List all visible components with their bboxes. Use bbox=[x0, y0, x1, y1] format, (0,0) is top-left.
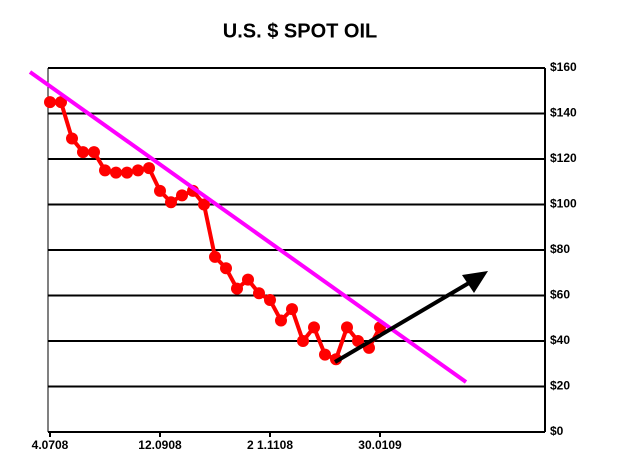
series bbox=[44, 96, 386, 366]
marker bbox=[253, 287, 265, 300]
y-tick-label: $80 bbox=[550, 242, 570, 256]
y-tick-label: $20 bbox=[550, 379, 570, 393]
arrow-head bbox=[462, 271, 488, 293]
marker bbox=[110, 166, 122, 179]
marker bbox=[297, 335, 309, 347]
marker bbox=[286, 303, 298, 316]
line bbox=[50, 100, 382, 362]
y-tick-label: $0 bbox=[550, 424, 564, 438]
arrow-shaft bbox=[333, 278, 476, 364]
y-tick-label: $60 bbox=[550, 288, 570, 302]
marker bbox=[132, 164, 144, 177]
marker bbox=[319, 348, 331, 361]
y-tick-label: $40 bbox=[550, 333, 570, 347]
y-tick-label: $120 bbox=[550, 151, 577, 165]
trend-line bbox=[28, 70, 468, 384]
marker bbox=[264, 294, 276, 307]
marker bbox=[88, 146, 100, 159]
marker bbox=[275, 314, 287, 327]
marker bbox=[66, 132, 78, 145]
marker bbox=[352, 335, 364, 347]
chart-title: U.S. $ SPOT OIL bbox=[223, 20, 377, 42]
marker bbox=[198, 198, 210, 211]
marker bbox=[99, 164, 111, 177]
marker bbox=[77, 146, 89, 159]
y-tick-label: $140 bbox=[550, 106, 577, 120]
marker bbox=[242, 273, 254, 286]
marker bbox=[55, 96, 67, 109]
marker bbox=[176, 189, 188, 202]
x-tick-label: 12.0908 bbox=[138, 438, 182, 452]
grid: $0 $20 $40 $60 $80 $100 $120 $140 $160 4.0708 12.0… bbox=[32, 60, 577, 452]
y-tick-label: $100 bbox=[550, 197, 577, 211]
x-tick-label: 4.0708 bbox=[32, 438, 69, 452]
marker bbox=[44, 96, 56, 109]
marker bbox=[209, 250, 221, 263]
x-tick-label: 2 1.1108 bbox=[247, 438, 293, 452]
y-tick-label: $160 bbox=[550, 60, 577, 74]
marker bbox=[165, 196, 177, 209]
marker bbox=[231, 282, 243, 295]
marker bbox=[143, 162, 155, 175]
marker bbox=[154, 184, 166, 197]
marker bbox=[220, 262, 232, 275]
marker bbox=[121, 166, 133, 179]
x-tick-label: 30.0109 bbox=[358, 438, 402, 452]
marker bbox=[308, 321, 320, 334]
marker bbox=[341, 321, 353, 334]
